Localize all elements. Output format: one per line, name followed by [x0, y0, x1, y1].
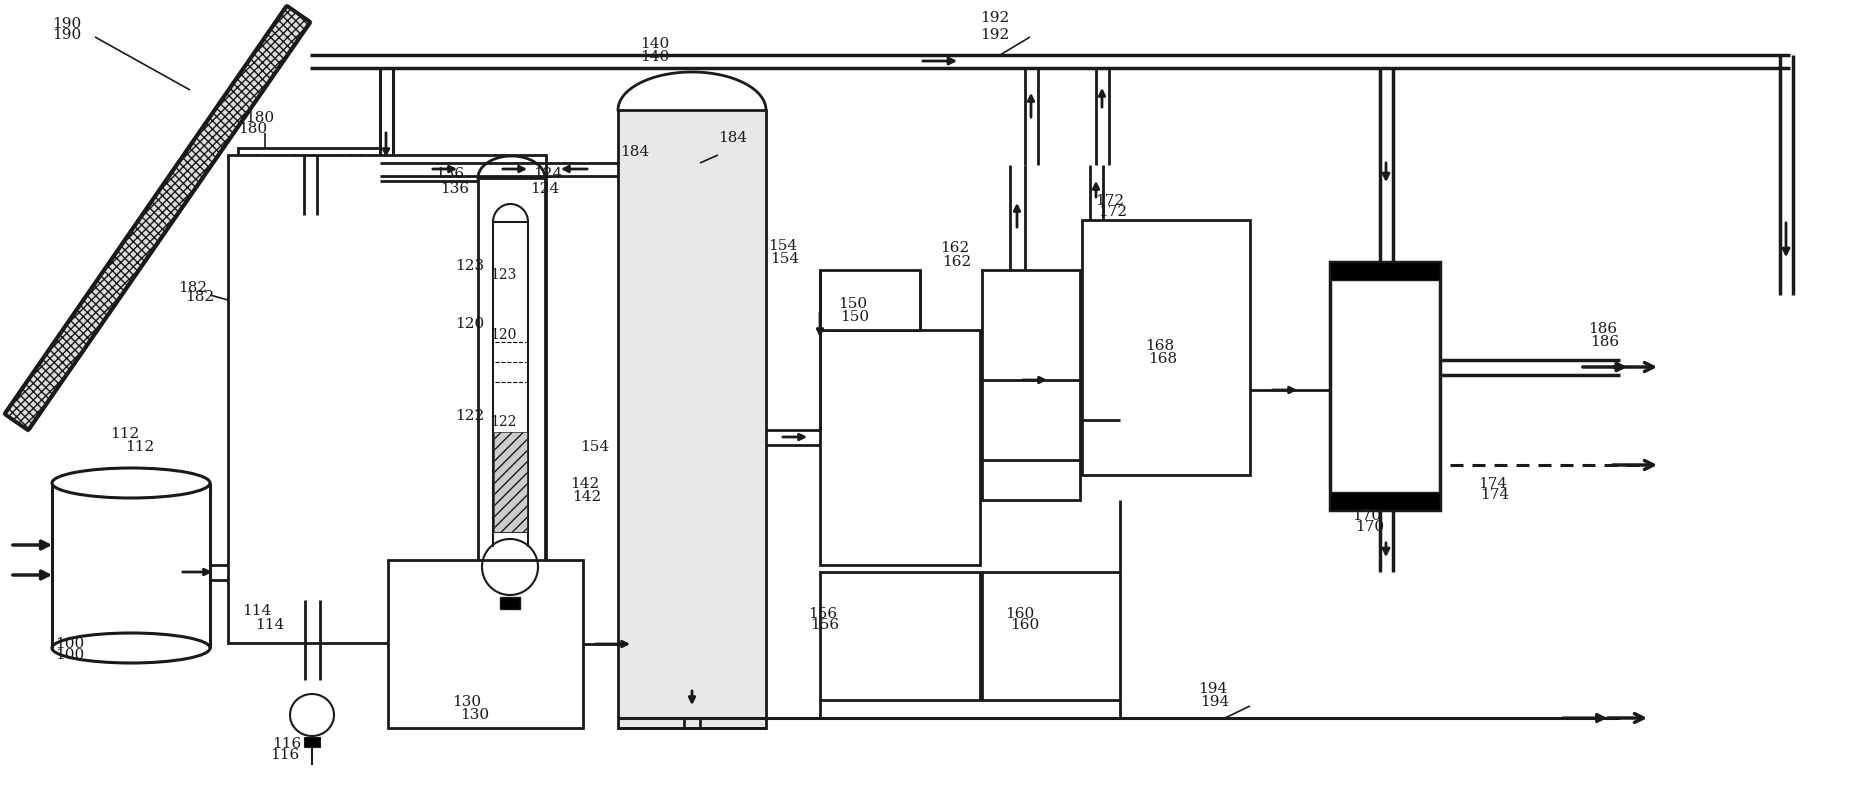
Text: 142: 142: [571, 477, 599, 491]
Text: 154: 154: [771, 252, 799, 266]
Text: 174: 174: [1479, 477, 1506, 491]
Text: 124: 124: [530, 182, 560, 196]
Text: 186: 186: [1588, 322, 1618, 336]
Bar: [619, 110, 765, 728]
Bar: [821, 270, 919, 330]
Text: 154: 154: [580, 440, 610, 454]
Text: 182: 182: [185, 290, 215, 304]
Text: 140: 140: [639, 50, 669, 64]
Text: 156: 156: [808, 607, 838, 621]
Text: 186: 186: [1590, 335, 1620, 349]
Text: 114: 114: [256, 618, 284, 632]
Text: 190: 190: [52, 17, 82, 31]
Text: 190: 190: [52, 28, 82, 42]
Bar: [982, 270, 1080, 500]
Text: 100: 100: [56, 648, 83, 662]
Text: 142: 142: [573, 490, 600, 504]
Text: 168: 168: [1145, 339, 1175, 353]
Bar: [821, 572, 980, 700]
Bar: [228, 155, 547, 643]
Text: 124: 124: [534, 167, 561, 181]
Bar: [1330, 262, 1440, 510]
Bar: [1330, 492, 1440, 510]
Text: 123: 123: [456, 259, 484, 273]
Text: 140: 140: [639, 37, 669, 51]
Text: 180: 180: [245, 111, 274, 125]
Text: 162: 162: [939, 241, 969, 255]
Text: 150: 150: [839, 310, 869, 324]
Bar: [493, 222, 528, 532]
Text: 123: 123: [489, 268, 517, 282]
Text: 194: 194: [1199, 682, 1227, 696]
Text: 172: 172: [1095, 194, 1125, 208]
Bar: [500, 597, 521, 609]
Text: 180: 180: [237, 122, 267, 136]
Text: 120: 120: [456, 317, 484, 331]
Text: 112: 112: [124, 440, 154, 454]
Text: 182: 182: [178, 281, 208, 295]
Bar: [304, 737, 321, 747]
Text: 160: 160: [1010, 618, 1040, 632]
Bar: [821, 330, 980, 565]
Bar: [478, 178, 545, 608]
Bar: [495, 432, 526, 532]
Text: 112: 112: [109, 427, 139, 441]
Text: 116: 116: [271, 748, 298, 762]
Text: 170: 170: [1355, 520, 1384, 534]
Text: 116: 116: [272, 737, 302, 751]
Text: 136: 136: [435, 167, 463, 181]
Text: 136: 136: [439, 182, 469, 196]
Text: 160: 160: [1004, 607, 1034, 621]
Text: 170: 170: [1353, 509, 1380, 523]
Text: 150: 150: [838, 297, 867, 311]
Text: 192: 192: [980, 11, 1010, 25]
Bar: [619, 110, 765, 728]
Text: 174: 174: [1481, 488, 1508, 502]
Text: 192: 192: [980, 28, 1010, 42]
Bar: [1082, 220, 1251, 475]
Bar: [237, 148, 380, 215]
Polygon shape: [6, 6, 309, 430]
Bar: [982, 572, 1119, 700]
Bar: [1330, 262, 1440, 280]
Text: 122: 122: [456, 409, 484, 423]
Text: 130: 130: [452, 695, 482, 709]
Text: 154: 154: [767, 239, 797, 253]
Text: 162: 162: [941, 255, 971, 269]
Text: 130: 130: [460, 708, 489, 722]
Text: 184: 184: [621, 145, 649, 159]
Text: 122: 122: [489, 415, 517, 429]
Text: 184: 184: [717, 131, 747, 145]
Text: 156: 156: [810, 618, 839, 632]
Text: 168: 168: [1149, 352, 1177, 366]
Bar: [387, 560, 584, 728]
Text: 172: 172: [1099, 205, 1127, 219]
Text: 100: 100: [56, 637, 83, 651]
Text: 194: 194: [1201, 695, 1229, 709]
Text: 114: 114: [243, 604, 271, 618]
Ellipse shape: [52, 468, 209, 498]
Text: 120: 120: [489, 328, 517, 342]
